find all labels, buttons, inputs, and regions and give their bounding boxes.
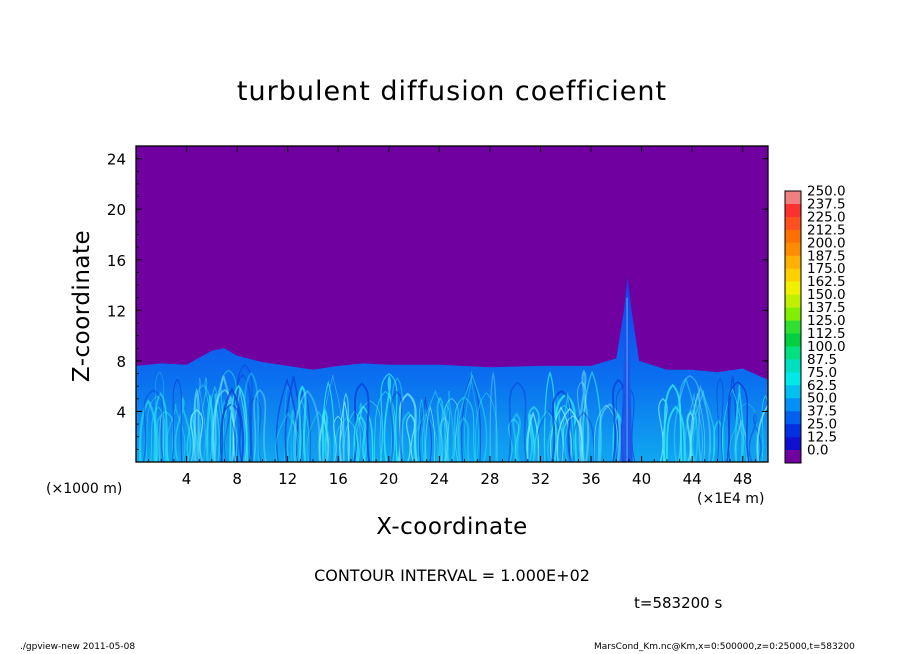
- contour-interval-note: CONTOUR INTERVAL = 1.000E+02: [314, 566, 590, 585]
- y-axis-label: Z-coordinate: [69, 229, 95, 383]
- colorbar-label: 162.5: [807, 274, 846, 290]
- colorbar-swatch: [785, 372, 801, 386]
- x-unit-note-right: (×1E4 m): [697, 491, 765, 507]
- x-tick-label: 32: [531, 470, 550, 488]
- colorbar-label: 250.0: [807, 184, 846, 200]
- colorbar-swatch: [785, 437, 801, 451]
- colorbar-swatch: [785, 307, 801, 321]
- boundary-layer-region: [136, 277, 768, 462]
- colorbar-swatch: [785, 333, 801, 347]
- x-tick-label: 4: [182, 470, 192, 488]
- y-tick-label: 8: [116, 353, 126, 371]
- time-stamp: t=583200 s: [634, 594, 723, 612]
- footer-data-source: MarsCond_Km.nc@Km,x=0:500000,z=0:25000,t…: [594, 642, 855, 652]
- colorbar-label: 87.5: [807, 352, 837, 368]
- y-tick-label: 24: [107, 151, 126, 169]
- colorbar-swatch: [785, 255, 801, 270]
- colorbar-swatch: [785, 346, 801, 360]
- colorbar-label: 237.5: [807, 196, 846, 212]
- colorbar-swatch: [785, 398, 801, 412]
- colorbar-label: 187.5: [807, 248, 846, 264]
- colorbar-label: 225.0: [807, 209, 846, 225]
- x-tick-label: 36: [581, 470, 600, 488]
- colorbar-label: 200.0: [807, 235, 846, 251]
- colorbar-label: 62.5: [807, 378, 837, 394]
- colorbar-swatch: [785, 242, 801, 257]
- y-tick-label: 16: [107, 252, 126, 270]
- colorbar-swatch: [785, 320, 801, 334]
- x-tick-label: 40: [632, 470, 651, 488]
- x-unit-note: (×1000 m): [46, 481, 123, 497]
- turbulent-plumes: [139, 278, 768, 462]
- y-tick-label: 4: [116, 403, 126, 421]
- colorbar-swatch: [785, 359, 801, 373]
- colorbar-label: 0.0: [807, 443, 828, 459]
- colorbar-label: 25.0: [807, 417, 837, 433]
- colorbar-swatch: [785, 424, 801, 438]
- colorbar-swatch: [785, 268, 801, 282]
- x-tick-label: 48: [733, 470, 752, 488]
- colorbar-label: 112.5: [807, 326, 846, 342]
- colorbar-swatch: [785, 450, 801, 464]
- colorbar-swatch: [785, 203, 801, 218]
- colorbar-swatch: [785, 411, 801, 425]
- colorbar-label: 212.5: [807, 222, 846, 238]
- colorbar-label: 50.0: [807, 391, 837, 407]
- y-tick-label: 20: [107, 201, 126, 219]
- x-tick-label: 8: [232, 470, 242, 488]
- colorbar-swatch: [785, 229, 801, 244]
- colorbar-label: 150.0: [807, 287, 846, 303]
- colorbar-label: 37.5: [807, 404, 837, 420]
- x-axis-label: X-coordinate: [376, 514, 528, 540]
- colorbar-label: 75.0: [807, 365, 837, 381]
- colorbar-label: 137.5: [807, 300, 846, 316]
- x-tick-label: 20: [379, 470, 398, 488]
- colorbar: 250.0237.5225.0212.5200.0187.5175.0162.5…: [784, 184, 846, 464]
- heatmap-field: [136, 277, 768, 462]
- colorbar-label: 12.5: [807, 430, 837, 446]
- colorbar-swatch: [785, 294, 801, 308]
- y-tick-label: 12: [107, 302, 126, 320]
- footer-program-date: ./gpview-new 2011-05-08: [20, 642, 136, 652]
- colorbar-swatch: [785, 191, 801, 205]
- colorbar-label: 125.0: [807, 313, 846, 329]
- chart-title: turbulent diffusion coefficient: [236, 76, 668, 107]
- colorbar-label: 100.0: [807, 339, 846, 355]
- x-tick-label: 12: [278, 470, 297, 488]
- colorbar-label: 175.0: [807, 261, 846, 277]
- x-tick-label: 16: [329, 470, 348, 488]
- colorbar-swatch: [785, 281, 801, 295]
- x-tick-label: 24: [430, 470, 449, 488]
- x-tick-label: 28: [480, 470, 499, 488]
- colorbar-swatch: [785, 385, 801, 399]
- colorbar-swatch: [785, 216, 801, 231]
- x-tick-label: 44: [683, 470, 702, 488]
